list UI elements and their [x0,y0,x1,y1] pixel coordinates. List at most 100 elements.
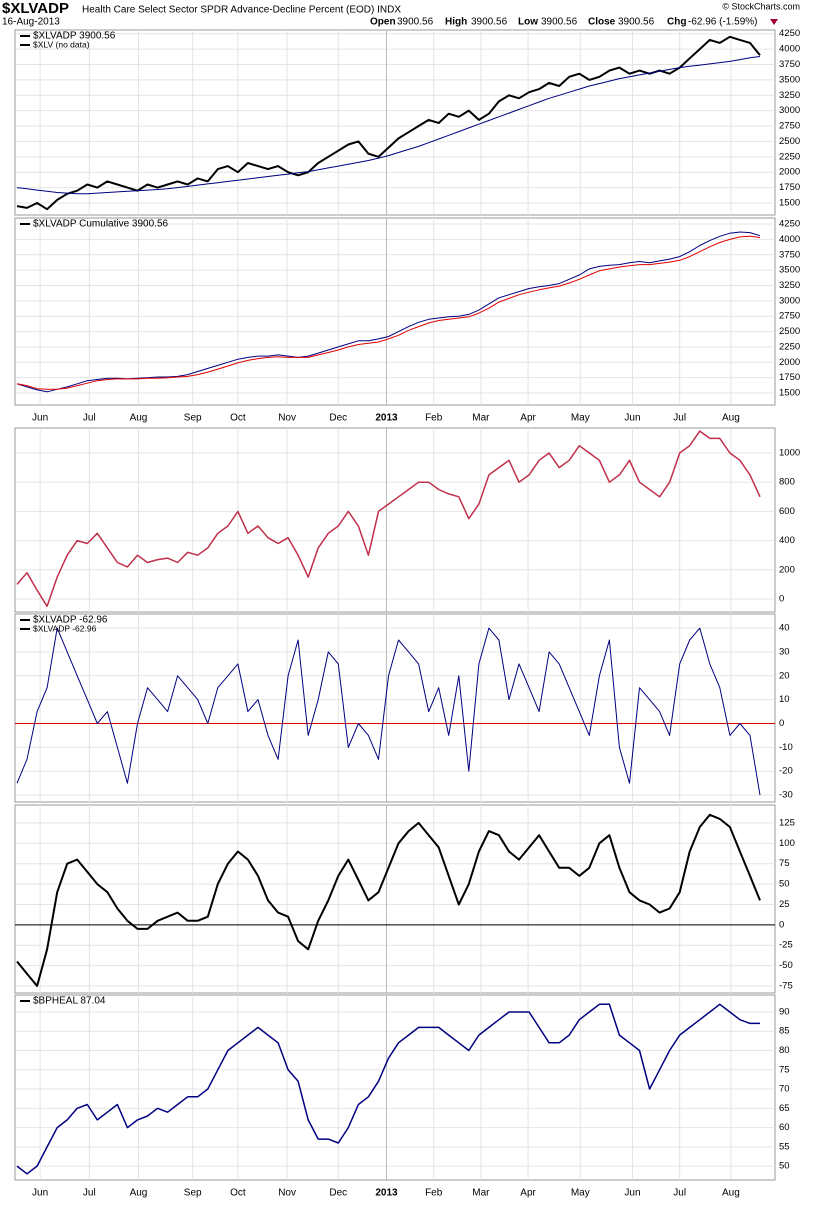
symbol: $XLVADP [2,0,69,17]
panel-frame [14,29,776,216]
x-tick-label: Feb [425,1188,443,1199]
y-tick-label: 85 [779,1026,790,1037]
series-line [16,231,761,393]
y-tick-label: -25 [779,940,793,951]
y-tick-label: 2000 [779,357,800,368]
series-line [16,35,761,211]
y-tick-label: 1500 [779,388,800,399]
y-tick-label: 4250 [779,28,800,39]
panel-frame [14,613,776,803]
panel-frame [14,217,776,406]
close-label: Close [588,17,616,28]
y-tick-label: 20 [779,670,790,681]
y-tick-label: 0 [779,919,784,930]
x-tick-label: Mar [472,413,490,424]
y-tick-label: -10 [779,742,793,753]
y-tick-label: 1750 [779,182,800,193]
legend-label: $XLV (no data) [33,39,90,49]
panel-frame [14,427,776,613]
legend-label: $BPHEAL 87.04 [33,996,106,1007]
x-tick-label: Dec [329,1188,347,1199]
y-tick-label: 2750 [779,311,800,322]
y-tick-label: 50 [779,1161,790,1172]
y-tick-label: 50 [779,879,790,890]
series-line [16,627,761,796]
x-tick-label: Nov [278,413,296,424]
close-value: 3900.56 [618,17,655,28]
legend-label: $XLVADP -62.96 [33,615,108,626]
date: 16-Aug-2013 [2,17,60,28]
low-value: 3900.56 [541,17,578,28]
high-label: High [445,17,467,28]
x-tick-label: Dec [329,413,347,424]
panel-frame [14,994,776,1181]
series-line [16,56,761,195]
y-tick-label: 2250 [779,341,800,352]
x-tick-label: Jun [624,1188,640,1199]
y-tick-label: 2500 [779,136,800,147]
y-tick-label: 1000 [779,447,800,458]
x-tick-label: Aug [722,1188,740,1199]
legend-label: $XLVADP -62.96 [33,623,97,633]
y-tick-label: 600 [779,506,795,517]
x-tick-label: Nov [278,1188,296,1199]
y-tick-label: 3500 [779,265,800,276]
x-tick-label: Mar [472,1188,490,1199]
x-tick-label: Sep [184,1188,202,1199]
x-tick-label: Jun [32,1188,48,1199]
y-tick-label: 90 [779,1006,790,1017]
y-tick-label: -50 [779,960,793,971]
x-tick-label: Apr [520,1188,536,1199]
legend-label: $XLVADP 3900.56 [33,31,116,42]
series-line [16,430,761,608]
y-tick-label: 0 [779,594,784,605]
x-tick-label: Jul [83,1188,96,1199]
y-tick-label: 3000 [779,105,800,116]
y-tick-label: 2250 [779,151,800,162]
y-tick-label: -75 [779,981,793,992]
x-tick-label: 2013 [375,1188,398,1199]
y-tick-label: 2750 [779,121,800,132]
y-tick-label: 4000 [779,44,800,55]
y-tick-label: 60 [779,1122,790,1133]
y-tick-label: 400 [779,535,795,546]
x-tick-label: Aug [722,413,740,424]
y-tick-label: 4250 [779,219,800,230]
y-tick-label: 70 [779,1084,790,1095]
x-tick-label: Oct [230,1188,246,1199]
y-tick-label: 2000 [779,167,800,178]
chg-label: Chg [667,17,686,28]
y-tick-label: 55 [779,1141,790,1152]
x-tick-label: Feb [425,413,443,424]
chg-value: -62.96 (-1.59%) [688,17,757,28]
x-tick-label: Jul [673,1188,686,1199]
x-tick-label: May [571,413,590,424]
y-tick-label: 3000 [779,295,800,306]
y-tick-label: 3250 [779,280,800,291]
legend-label: $XLVADP Cumulative 3900.56 [33,219,169,230]
y-tick-label: 65 [779,1103,790,1114]
x-tick-label: May [571,1188,590,1199]
series-line [16,1003,760,1175]
y-tick-label: 3500 [779,74,800,85]
y-tick-label: 1750 [779,372,800,383]
y-tick-label: 75 [779,1064,790,1075]
y-tick-label: 3250 [779,90,800,101]
x-tick-label: Apr [520,413,536,424]
y-tick-label: 75 [779,858,790,869]
y-tick-label: 25 [779,899,790,910]
y-tick-label: -30 [779,790,793,801]
high-value: 3900.56 [471,17,508,28]
y-tick-label: 30 [779,646,790,657]
x-tick-label: 2013 [375,413,398,424]
y-tick-label: 10 [779,694,790,705]
x-tick-label: Aug [130,413,148,424]
y-tick-label: 800 [779,477,795,488]
y-tick-label: 100 [779,838,795,849]
x-tick-label: Jun [624,413,640,424]
x-tick-label: Oct [230,413,246,424]
description: Health Care Select Sector SPDR Advance-D… [82,5,401,16]
open-value: 3900.56 [397,17,434,28]
series-line [16,235,761,390]
y-tick-label: 1500 [779,198,800,209]
